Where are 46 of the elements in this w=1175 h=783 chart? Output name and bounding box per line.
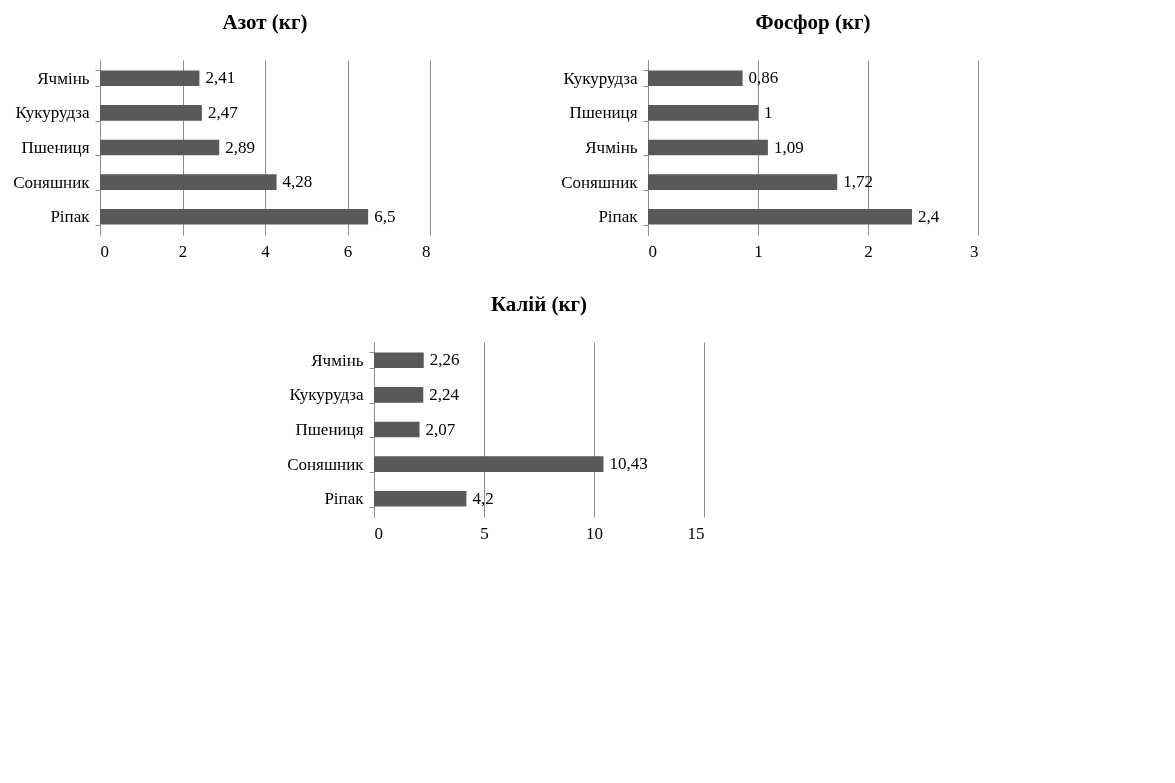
data-label: 2,41 [205,68,236,88]
x-tick-label: 2 [178,241,188,261]
x-tick-label: 3 [970,241,979,261]
y-tick-label: Ріпак [324,489,365,509]
data-label: 1 [764,102,773,122]
chart-title: Фосфор (кг) [755,10,871,34]
y-tick-label: Кукурудза [563,68,638,88]
data-label: 4,28 [282,172,313,192]
chart-title: Калій (кг) [490,292,588,316]
x-tick-label: 0 [100,241,109,261]
x-tick-label: 6 [343,241,353,261]
x-tick-label: 10 [586,523,603,543]
data-label: 1,09 [773,137,804,157]
y-tick-label: Кукурудза [289,385,364,405]
y-tick-label: Соняшник [13,172,91,192]
x-tick-label: 5 [480,523,489,543]
chart-title: Азот (кг) [222,10,308,34]
y-tick-label: Ріпак [598,207,639,227]
x-tick-label: 4 [261,241,271,261]
y-tick-label: Пшениця [295,420,364,439]
x-tick-label: 8 [422,241,431,261]
y-tick-label: Ячмінь [37,68,90,88]
data-label: 0,86 [748,68,779,88]
x-tick-label: 1 [754,241,763,261]
y-tick-label: Соняшник [287,454,365,474]
x-tick-label: 0 [374,523,383,543]
data-label: 2,26 [429,350,460,370]
data-label: 2,4 [918,206,940,226]
y-tick-label: Соняшник [561,172,639,192]
y-tick-label: Ріпак [50,207,91,227]
data-label: 2,47 [207,102,239,122]
y-tick-label: Пшениця [569,103,638,123]
data-label: 6,5 [374,206,396,226]
data-label: 2,89 [225,137,255,157]
x-tick-label: 0 [648,241,657,261]
y-tick-label: Пшениця [21,138,90,157]
data-label: 2,24 [429,384,460,404]
y-tick-label: Ячмінь [311,350,364,370]
y-tick-label: Кукурудза [15,103,90,123]
x-tick-label: 2 [864,241,873,261]
y-tick-label: Ячмінь [585,138,638,157]
data-label: 10,43 [609,454,648,474]
x-tick-label: 15 [687,523,705,543]
data-label: 1,72 [843,172,873,192]
data-label: 2,07 [425,419,456,439]
data-label: 4,2 [472,488,494,508]
